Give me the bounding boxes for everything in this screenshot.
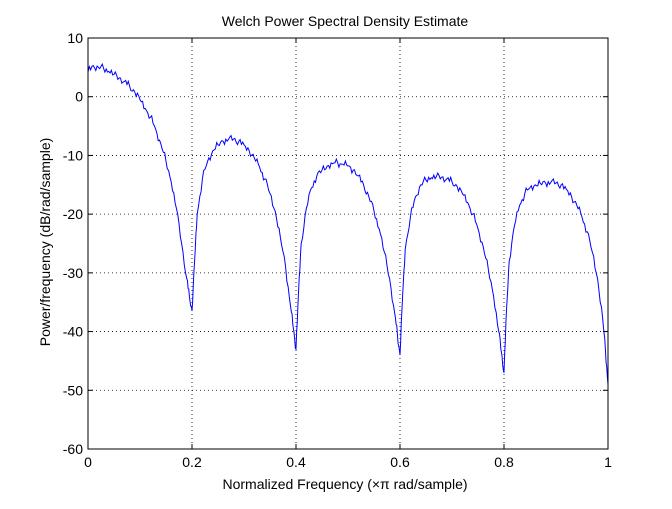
y-tick-label: -30 xyxy=(63,265,83,281)
y-tick-label: -20 xyxy=(63,206,83,222)
y-tick-label: -10 xyxy=(63,147,83,163)
y-tick-label: -40 xyxy=(63,324,83,340)
grid-lines xyxy=(88,38,608,449)
x-tick-label: 0.2 xyxy=(182,454,202,470)
x-tick-label: 0 xyxy=(84,454,92,470)
tick-marks xyxy=(87,37,609,450)
y-axis-label: Power/frequency (dB/rad/sample) xyxy=(37,138,53,347)
y-tick-label: 0 xyxy=(75,89,83,105)
axes-box xyxy=(87,37,609,450)
x-tick-label: 0.6 xyxy=(390,454,410,470)
y-tick-label: -50 xyxy=(63,382,83,398)
y-tick-labels: -60 -50 -40 -30 -20 -10 0 10 xyxy=(63,30,83,457)
x-tick-label: 0.4 xyxy=(286,454,306,470)
x-axis-label: Normalized Frequency (×π rad/sample) xyxy=(222,476,467,492)
x-tick-label: 1 xyxy=(604,454,612,470)
x-tick-label: 0.8 xyxy=(494,454,514,470)
psd-series-line xyxy=(87,62,609,385)
x-tick-labels: 0 0.2 0.4 0.6 0.8 1 xyxy=(84,454,612,470)
chart-title: Welch Power Spectral Density Estimate xyxy=(222,13,469,29)
y-tick-label: -60 xyxy=(63,441,83,457)
plot-area xyxy=(88,38,608,449)
series-layer xyxy=(87,62,609,385)
y-tick-label: 10 xyxy=(67,30,83,46)
